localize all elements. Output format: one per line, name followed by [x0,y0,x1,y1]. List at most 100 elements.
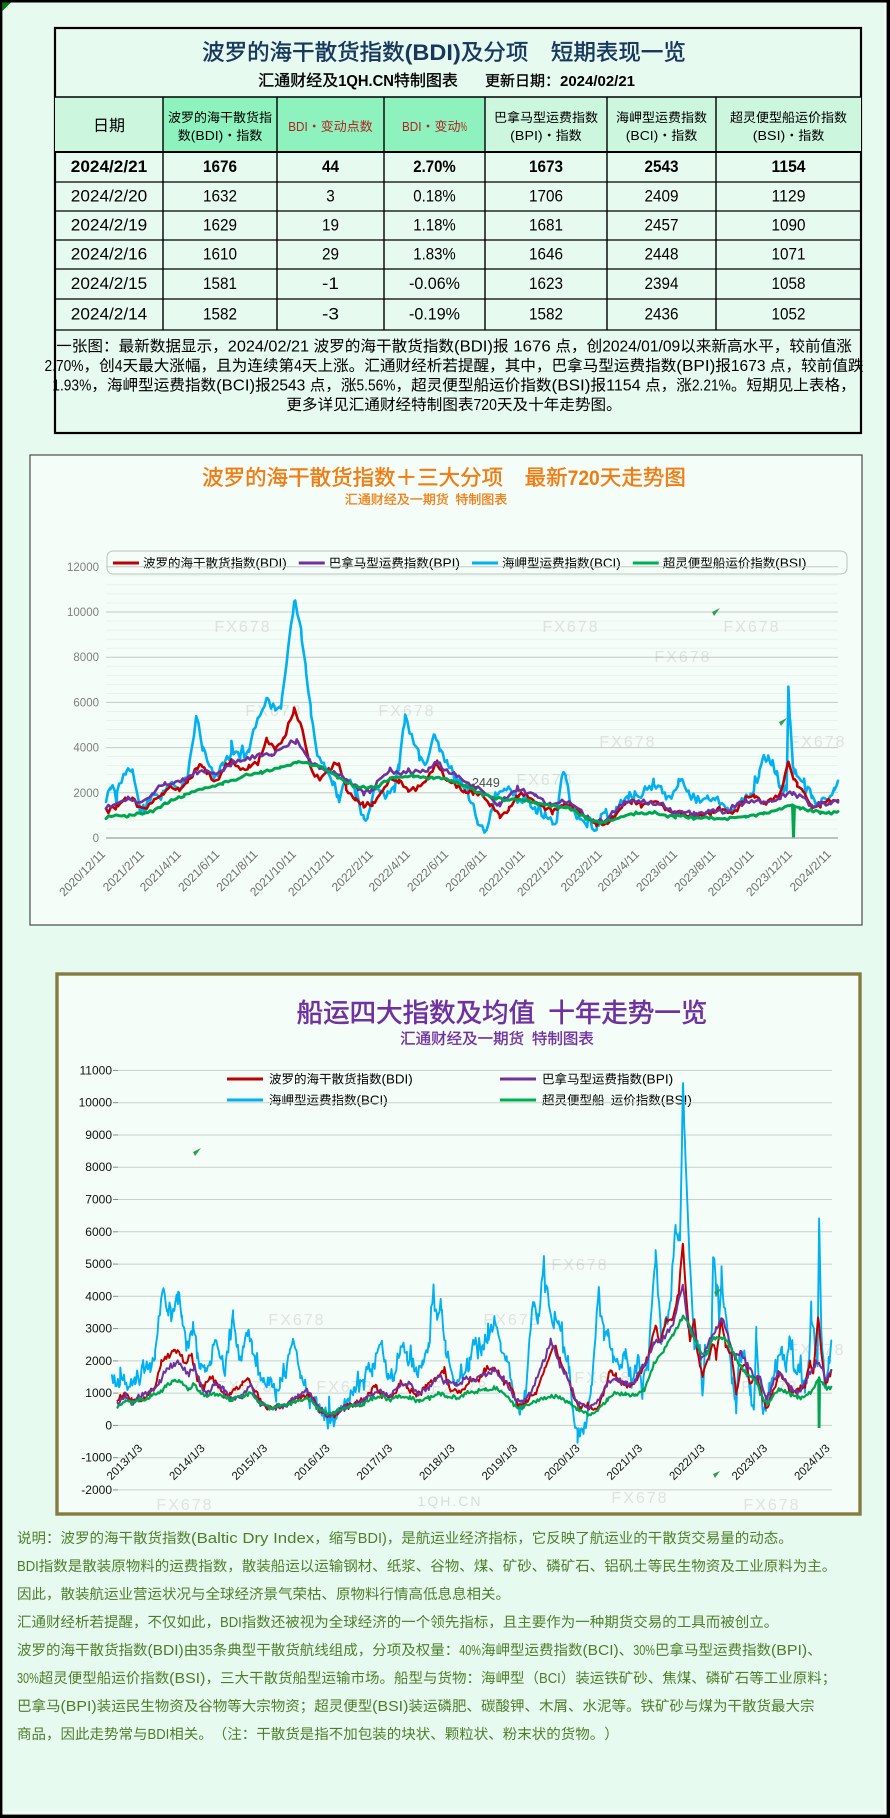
svg-text:FX678: FX678 [723,619,780,636]
svg-text:FX678: FX678 [551,1257,608,1274]
svg-text:2409: 2409 [645,188,679,206]
svg-text:(BSI): (BSI) [661,1094,692,1108]
svg-text:(BCI): (BCI) [357,1094,388,1108]
svg-text:1673: 1673 [731,358,770,375]
svg-text:FX678: FX678 [542,619,599,636]
svg-text:0: 0 [93,833,99,845]
svg-text:1676: 1676 [203,158,237,176]
svg-text:2024/2/19: 2024/2/19 [71,217,148,235]
svg-text:-0.06%: -0.06% [409,275,460,293]
svg-text:(BPI): (BPI) [676,358,715,375]
svg-text:4000: 4000 [85,1289,112,1303]
svg-text:1582: 1582 [529,306,563,324]
svg-text:1632: 1632 [203,188,237,206]
svg-text:3000: 3000 [85,1322,112,1336]
svg-text:1129: 1129 [772,188,806,206]
svg-text:1090: 1090 [772,217,806,235]
svg-text:(BCI): (BCI) [590,557,621,571]
svg-text:12000: 12000 [67,562,99,574]
svg-text:1581: 1581 [203,275,237,293]
svg-text:-1: -1 [322,275,339,293]
svg-text:1582: 1582 [203,306,237,324]
svg-text:1610: 1610 [203,246,237,264]
svg-text:8000: 8000 [85,1160,112,1174]
svg-text:BCI: BCI [539,1671,561,1687]
svg-text:29: 29 [322,246,339,264]
svg-text:2024/2/14: 2024/2/14 [71,306,148,324]
svg-text:FX678: FX678 [483,1312,540,1329]
svg-text:1052: 1052 [772,306,806,324]
svg-text:(BDI): (BDI) [405,40,461,65]
svg-text:FX678: FX678 [156,1497,213,1514]
svg-text:(BDI): (BDI) [454,339,493,356]
svg-text:0.18%: 0.18% [413,188,456,206]
svg-text:(BSI): (BSI) [372,1699,408,1715]
svg-text:1676: 1676 [509,339,556,356]
svg-text:720: 720 [568,466,600,490]
svg-text:1QH.CN: 1QH.CN [338,73,394,90]
svg-text:2.21%: 2.21% [692,378,731,395]
svg-text:(BSI): (BSI) [552,378,591,395]
svg-text:8000: 8000 [73,652,99,664]
svg-text:0: 0 [105,1418,112,1432]
svg-text:5000: 5000 [85,1257,112,1271]
svg-text:(Baltic Dry Index: (Baltic Dry Index [191,1531,315,1547]
svg-text:6000: 6000 [85,1225,112,1239]
svg-text:FX678: FX678 [654,649,711,666]
svg-text:7000: 7000 [85,1193,112,1207]
svg-text:2.70%: 2.70% [45,358,84,375]
svg-text:4: 4 [294,358,302,375]
svg-text:2394: 2394 [645,275,679,293]
svg-text:2543: 2543 [271,378,310,395]
svg-text:2024/2/21: 2024/2/21 [71,158,148,176]
svg-text:1706: 1706 [529,188,563,206]
svg-text:1058: 1058 [772,275,806,293]
svg-text:(BPI): (BPI) [429,557,460,571]
svg-text:2024/02/21: 2024/02/21 [560,73,635,90]
svg-text:1.93%: 1.93% [52,378,91,395]
svg-text:BDI: BDI [288,119,308,134]
svg-text:2000: 2000 [85,1354,112,1368]
svg-text:1681: 1681 [529,217,563,235]
svg-text:2449: 2449 [472,776,500,790]
svg-text:9000: 9000 [85,1128,112,1142]
svg-text:-2000: -2000 [81,1483,112,1497]
svg-text:2024/2/20: 2024/2/20 [71,188,148,206]
svg-text:FX678: FX678 [214,619,271,636]
svg-text:BDI: BDI [148,1727,170,1743]
svg-text:2436: 2436 [645,306,679,324]
svg-text:BDI): BDI) [358,1531,387,1547]
svg-text:1629: 1629 [203,217,237,235]
svg-text:1071: 1071 [772,246,806,264]
svg-text:2024/02/21: 2024/02/21 [228,339,314,356]
svg-text:1000: 1000 [85,1386,112,1400]
svg-text:35: 35 [198,1643,213,1659]
svg-text:-1000: -1000 [81,1451,112,1465]
svg-text:FX678: FX678 [516,772,573,789]
svg-text:(BCI): (BCI) [626,128,659,143]
svg-text:2448: 2448 [645,246,679,264]
svg-text:(BSI): (BSI) [775,557,806,571]
svg-text:1.83%: 1.83% [413,246,456,264]
svg-text:BDI: BDI [402,119,422,134]
svg-text:2024/2/15: 2024/2/15 [71,275,148,293]
svg-text:10000: 10000 [67,607,99,619]
svg-text:2.70%: 2.70% [413,158,456,176]
svg-text:(BCI): (BCI) [216,378,255,395]
svg-text:1154: 1154 [772,158,807,176]
svg-text:2024/01/09: 2024/01/09 [602,339,680,356]
svg-text:(BSI): (BSI) [169,1671,205,1687]
svg-text:10000: 10000 [79,1096,113,1110]
svg-text:1.18%: 1.18% [413,217,456,235]
svg-text:-0.19%: -0.19% [409,306,460,324]
svg-text:30%: 30% [633,1643,655,1659]
svg-text:1154: 1154 [606,378,645,395]
svg-text:FX678: FX678 [743,1497,800,1514]
svg-text:1673: 1673 [529,158,563,176]
svg-text:720: 720 [474,397,498,414]
svg-text:(BDI): (BDI) [191,128,224,143]
svg-text:(BSI): (BSI) [753,128,786,143]
svg-text:FX678: FX678 [378,703,435,720]
svg-text:1QH.CN: 1QH.CN [418,1493,483,1509]
svg-text:1646: 1646 [529,246,563,264]
